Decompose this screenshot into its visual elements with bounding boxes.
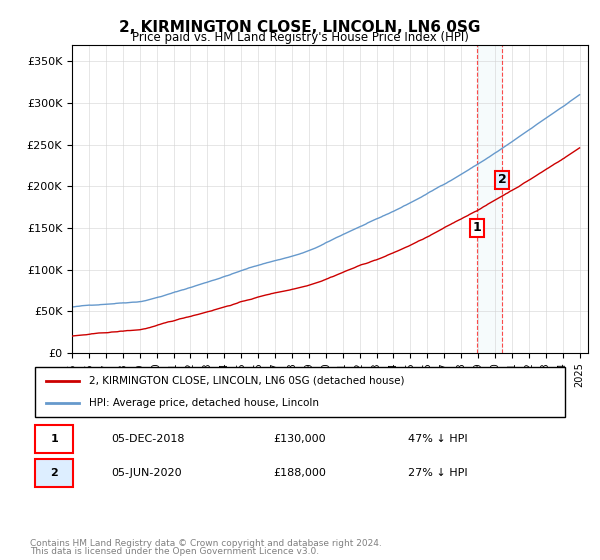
Text: 1: 1	[472, 221, 481, 235]
FancyBboxPatch shape	[35, 459, 73, 487]
Text: £188,000: £188,000	[273, 468, 326, 478]
Text: 2, KIRMINGTON CLOSE, LINCOLN, LN6 0SG (detached house): 2, KIRMINGTON CLOSE, LINCOLN, LN6 0SG (d…	[89, 376, 405, 386]
Text: 2: 2	[497, 173, 506, 186]
Text: 27% ↓ HPI: 27% ↓ HPI	[408, 468, 467, 478]
Text: 2: 2	[50, 468, 58, 478]
Text: 05-DEC-2018: 05-DEC-2018	[111, 434, 185, 444]
FancyBboxPatch shape	[35, 425, 73, 452]
Text: Contains HM Land Registry data © Crown copyright and database right 2024.: Contains HM Land Registry data © Crown c…	[30, 539, 382, 548]
Text: HPI: Average price, detached house, Lincoln: HPI: Average price, detached house, Linc…	[89, 398, 319, 408]
Text: This data is licensed under the Open Government Licence v3.0.: This data is licensed under the Open Gov…	[30, 547, 319, 556]
Text: 2, KIRMINGTON CLOSE, LINCOLN, LN6 0SG: 2, KIRMINGTON CLOSE, LINCOLN, LN6 0SG	[119, 20, 481, 35]
Text: Price paid vs. HM Land Registry's House Price Index (HPI): Price paid vs. HM Land Registry's House …	[131, 31, 469, 44]
Bar	[476, 45, 502, 353]
FancyBboxPatch shape	[35, 367, 565, 417]
Text: £130,000: £130,000	[273, 434, 326, 444]
Text: 47% ↓ HPI: 47% ↓ HPI	[408, 434, 467, 444]
Text: 05-JUN-2020: 05-JUN-2020	[111, 468, 182, 478]
Text: 1: 1	[50, 434, 58, 444]
